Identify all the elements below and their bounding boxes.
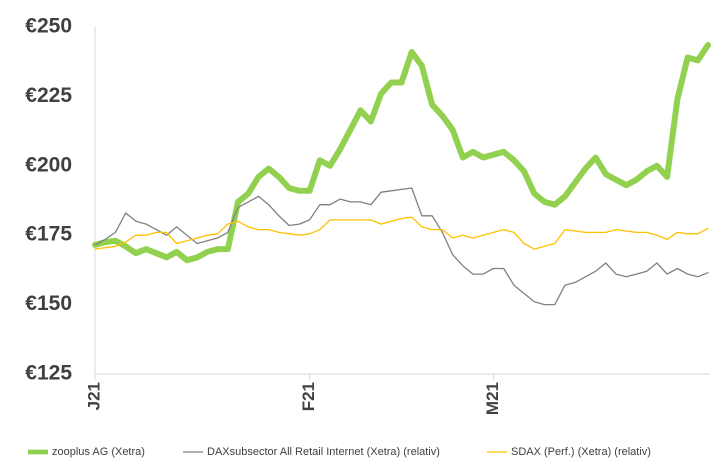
x-tick-label: M21 xyxy=(483,382,502,415)
y-tick-label: €200 xyxy=(25,153,72,176)
y-tick-label: €250 xyxy=(25,15,72,38)
legend-label: SDAX (Perf.) (Xetra) (relativ) xyxy=(511,446,651,458)
x-tick-label: J21 xyxy=(84,382,103,410)
series-line xyxy=(94,187,709,306)
series-line xyxy=(92,42,711,264)
y-tick-label: €150 xyxy=(25,292,72,315)
legend-label: zooplus AG (Xetra) xyxy=(52,446,145,458)
series-line xyxy=(94,216,709,250)
y-tick-label: €175 xyxy=(25,223,72,246)
x-tick-label: F21 xyxy=(299,382,318,411)
legend-label: DAXsubsector All Retail Internet (Xetra)… xyxy=(207,446,440,458)
y-tick-label: €225 xyxy=(25,84,72,107)
y-tick-label: €125 xyxy=(25,362,72,385)
